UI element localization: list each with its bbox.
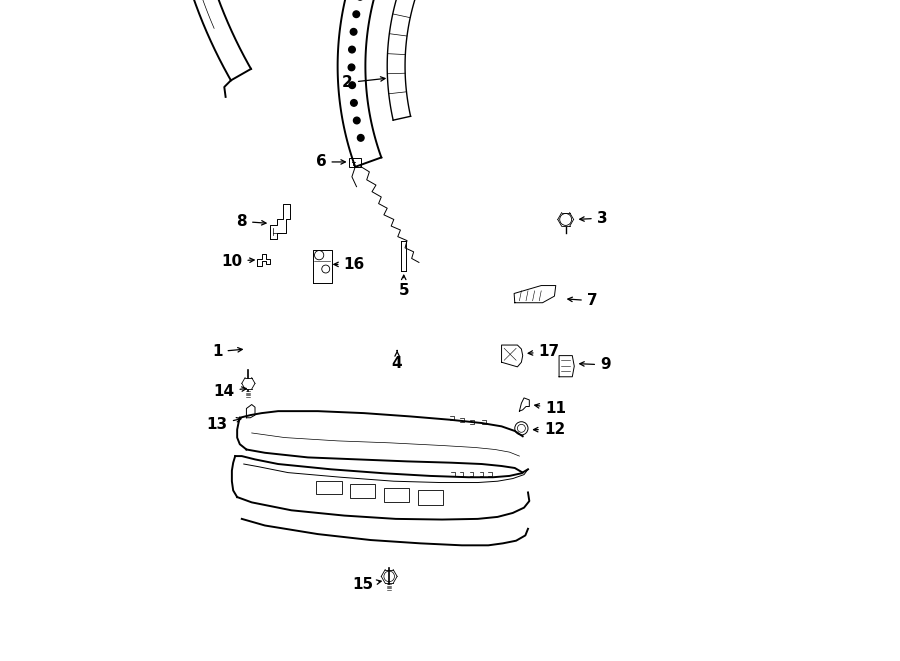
Circle shape xyxy=(354,117,360,124)
Text: 12: 12 xyxy=(534,422,565,437)
Circle shape xyxy=(357,135,364,141)
Text: 13: 13 xyxy=(207,417,241,432)
Text: 2: 2 xyxy=(342,75,385,90)
Bar xyxy=(384,488,409,502)
Circle shape xyxy=(348,46,356,53)
Text: 1: 1 xyxy=(212,344,242,359)
Text: 9: 9 xyxy=(580,358,610,372)
Text: 11: 11 xyxy=(535,401,566,416)
Text: 4: 4 xyxy=(392,350,402,371)
Text: 7: 7 xyxy=(568,293,598,308)
Circle shape xyxy=(353,11,360,18)
Bar xyxy=(317,481,342,494)
Circle shape xyxy=(351,100,357,106)
Text: 6: 6 xyxy=(316,155,346,169)
Circle shape xyxy=(348,64,355,71)
Bar xyxy=(418,490,444,505)
Text: 3: 3 xyxy=(580,211,608,225)
Circle shape xyxy=(349,82,356,89)
Bar xyxy=(349,484,374,498)
Circle shape xyxy=(350,28,357,35)
Text: 16: 16 xyxy=(334,257,364,272)
Text: 8: 8 xyxy=(237,214,266,229)
Text: 15: 15 xyxy=(352,578,381,592)
Text: 17: 17 xyxy=(528,344,560,359)
Text: 5: 5 xyxy=(399,275,409,298)
Text: 10: 10 xyxy=(221,254,254,268)
Text: 14: 14 xyxy=(213,384,247,399)
